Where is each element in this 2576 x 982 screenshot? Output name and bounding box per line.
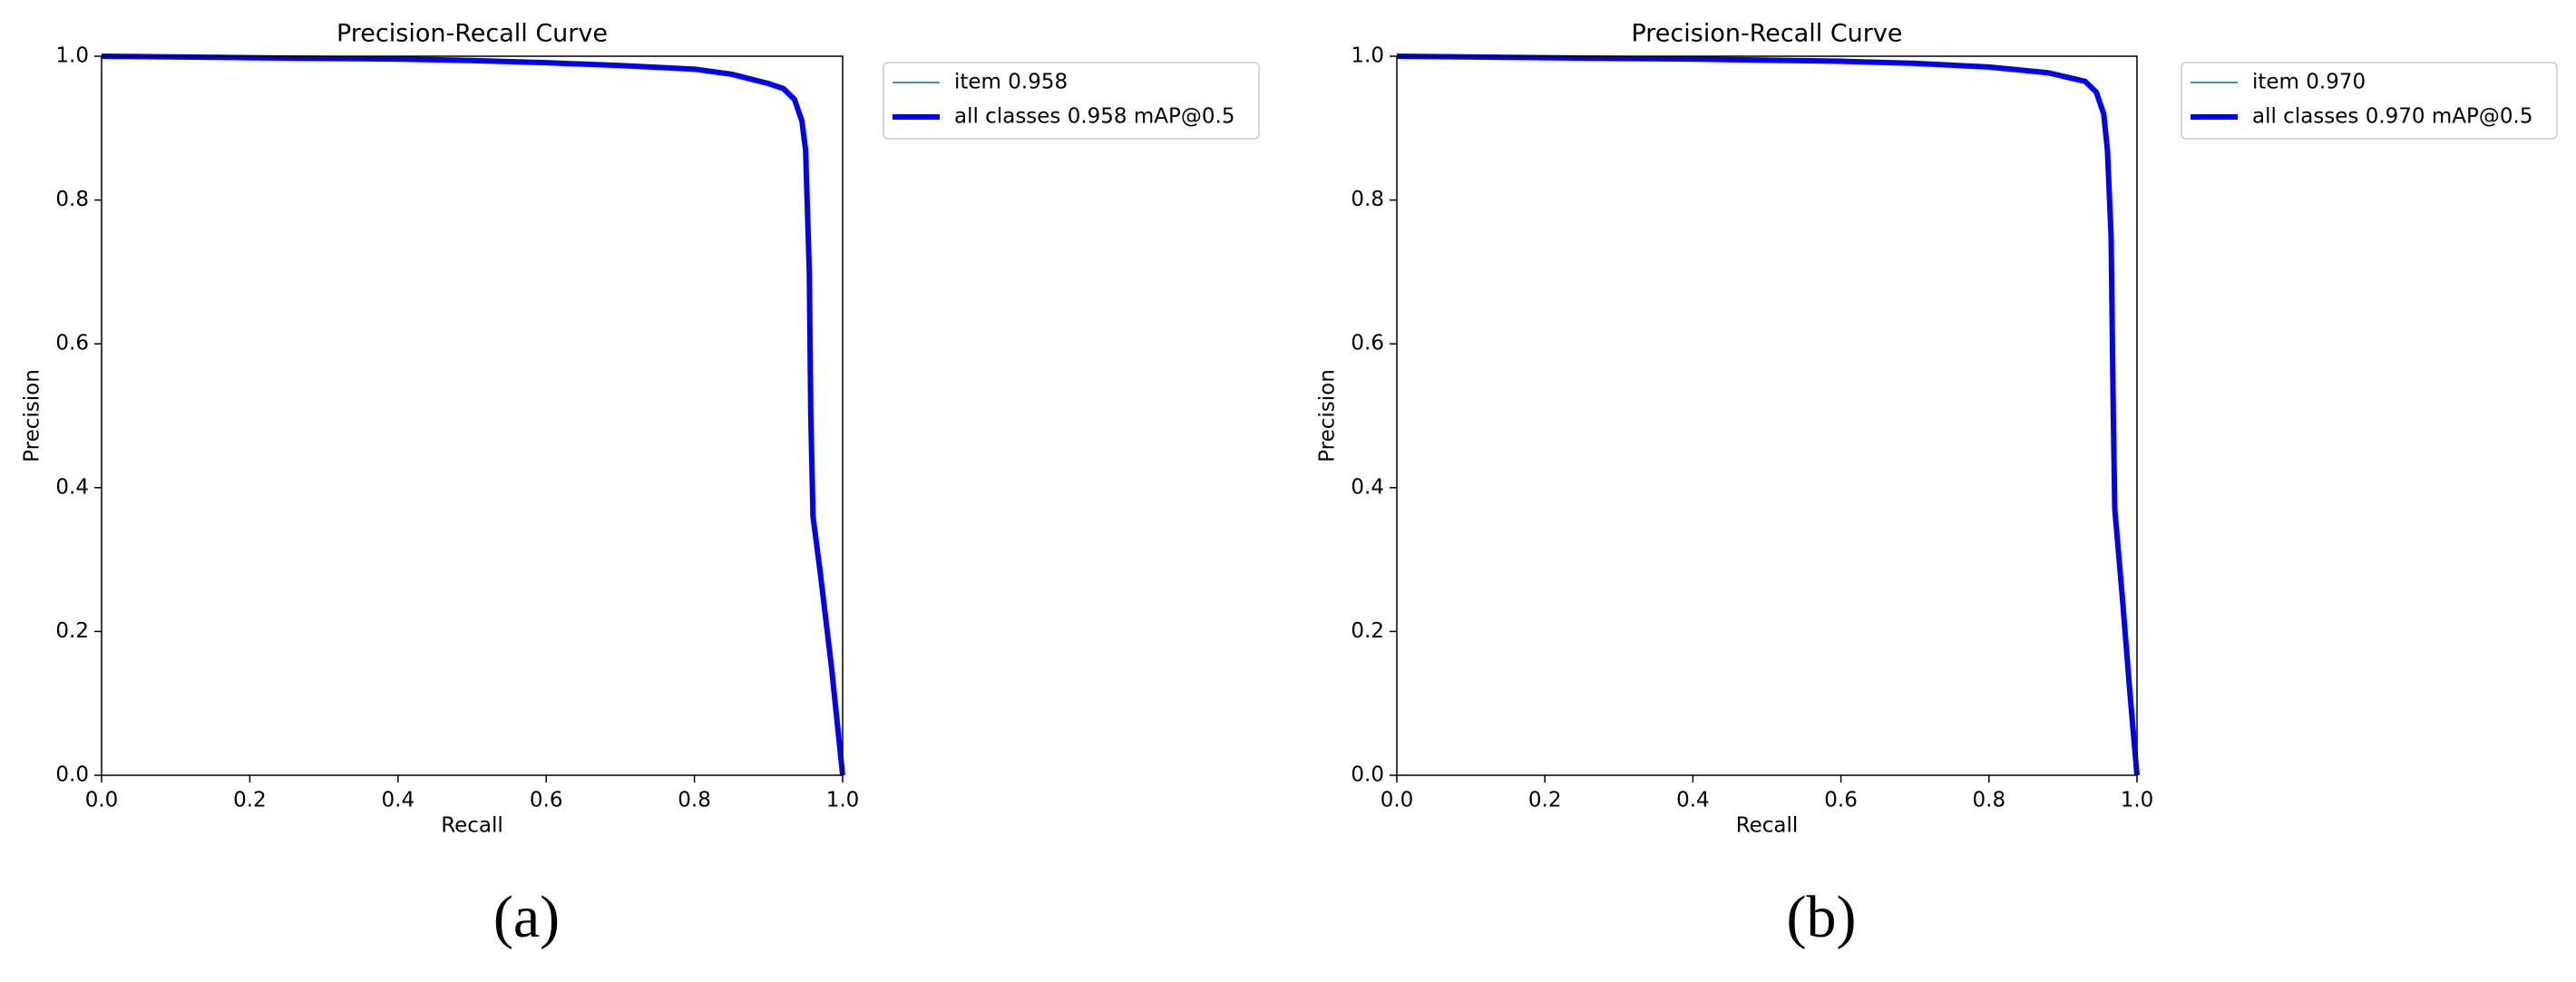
y-tick-label: 1.0: [55, 44, 89, 68]
x-tick-label: 0.4: [1676, 789, 1710, 812]
x-tick-label: 0.8: [1973, 789, 2006, 812]
x-tick-label: 0.2: [233, 789, 267, 812]
axes-frame: [1396, 55, 2138, 776]
legend-label: item 0.970: [2252, 71, 2366, 94]
y-tick-label: 0.2: [55, 619, 89, 643]
y-axis-label: Precision: [1316, 369, 1340, 462]
x-tick-label: 0.4: [382, 789, 415, 812]
chart-title: Precision-Recall Curve: [337, 20, 608, 48]
y-tick-label: 0.2: [1351, 619, 1384, 643]
y-tick-label: 0.0: [55, 763, 89, 787]
y-tick-label: 1.0: [1351, 44, 1384, 68]
legend-label: all classes 0.970 mAP@0.5: [2252, 105, 2532, 129]
x-tick-label: 0.2: [1528, 789, 1562, 812]
panel-label: (b): [1787, 884, 1857, 950]
y-tick-label: 0.6: [55, 332, 89, 355]
y-tick-label: 0.4: [1351, 475, 1384, 499]
legend-label: all classes 0.958 mAP@0.5: [954, 105, 1234, 129]
y-tick-label: 0.0: [1351, 763, 1384, 787]
curve: [101, 55, 844, 776]
y-tick-label: 0.8: [55, 188, 89, 211]
x-tick-label: 0.6: [530, 789, 563, 812]
x-tick-label: 1.0: [2121, 789, 2154, 812]
x-tick-label: 0.0: [85, 789, 119, 812]
y-tick-label: 0.4: [55, 475, 89, 499]
curve: [101, 53, 845, 776]
x-axis-label: Recall: [441, 814, 503, 838]
y-axis-label: Precision: [21, 369, 44, 462]
axes-frame: [101, 55, 844, 776]
y-tick-label: 0.6: [1351, 332, 1384, 355]
legend-label: item 0.958: [954, 71, 1068, 94]
legend-box: [2181, 62, 2558, 140]
panel-label: (a): [493, 884, 560, 950]
curve: [1396, 53, 2140, 776]
chart-title: Precision-Recall Curve: [1631, 20, 1902, 48]
x-tick-label: 1.0: [826, 789, 860, 812]
curve: [1396, 55, 2138, 776]
legend-box: [883, 62, 1260, 140]
x-tick-label: 0.8: [678, 789, 711, 812]
x-tick-label: 0.6: [1824, 789, 1858, 812]
y-tick-label: 0.8: [1351, 188, 1384, 211]
x-tick-label: 0.0: [1381, 789, 1414, 812]
x-axis-label: Recall: [1736, 814, 1799, 838]
